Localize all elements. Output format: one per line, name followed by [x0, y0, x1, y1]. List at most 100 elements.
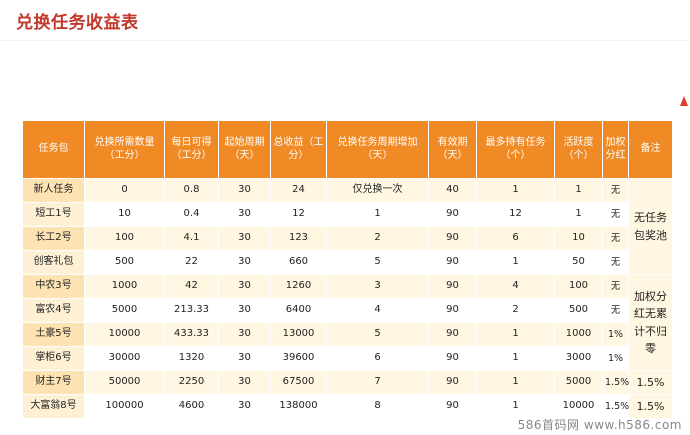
cell-validity: 90: [428, 250, 477, 275]
cell-activity: 1000: [554, 322, 603, 347]
table-row: 土豪5号 10000 433.33 30 13000 5 90 1 1000 1…: [22, 322, 673, 347]
cell-weighted-dividend: 无: [602, 274, 629, 299]
cell-daily-gain: 433.33: [164, 322, 219, 347]
cell-validity: 90: [428, 226, 477, 251]
cell-weighted-dividend: 无: [602, 226, 629, 251]
cell-daily-gain: 1320: [164, 346, 219, 371]
cell-exchange-cost: 10: [84, 202, 165, 227]
cell-task-pack: 新人任务: [22, 178, 85, 203]
cell-total-income: 24: [270, 178, 327, 203]
cell-total-income: 13000: [270, 322, 327, 347]
cell-task-pack: 财主7号: [22, 370, 85, 395]
cell-period-increase: 6: [326, 346, 429, 371]
cell-validity: 90: [428, 298, 477, 323]
cell-period-increase: 5: [326, 322, 429, 347]
notes-row-9: 1.5%: [628, 370, 673, 395]
cell-exchange-cost: 100000: [84, 394, 165, 419]
header-task-pack: 任务包: [22, 120, 85, 179]
cell-weighted-dividend: 1%: [602, 322, 629, 347]
cell-period-increase: 3: [326, 274, 429, 299]
cell-max-hold: 1: [476, 370, 555, 395]
cell-total-income: 1260: [270, 274, 327, 299]
watermark-brand: 586首码网 www.h586.com: [517, 418, 682, 432]
cell-validity: 90: [428, 274, 477, 299]
cell-weighted-dividend: 1.5%: [602, 394, 629, 419]
cell-start-period: 30: [218, 202, 271, 227]
header-exchange-cost: 兑换所需数量（工分）: [84, 120, 165, 179]
cell-weighted-dividend: 无: [602, 178, 629, 203]
header-total-income: 总收益（工分）: [270, 120, 327, 179]
cell-task-pack: 短工1号: [22, 202, 85, 227]
cell-total-income: 660: [270, 250, 327, 275]
cell-weighted-dividend: 1%: [602, 346, 629, 371]
cell-daily-gain: 4600: [164, 394, 219, 419]
cell-weighted-dividend: 无: [602, 202, 629, 227]
cell-total-income: 39600: [270, 346, 327, 371]
cell-start-period: 30: [218, 250, 271, 275]
cell-period-increase: 7: [326, 370, 429, 395]
cell-start-period: 30: [218, 322, 271, 347]
cell-activity: 500: [554, 298, 603, 323]
notes-weighted-dividend: 加权分红无累计不归零: [628, 274, 673, 371]
cell-period-increase: 4: [326, 298, 429, 323]
table-row: 大富翁8号 100000 4600 30 138000 8 90 1 10000…: [22, 394, 673, 419]
cell-activity: 1: [554, 202, 603, 227]
cell-exchange-cost: 5000: [84, 298, 165, 323]
header-notes: 备注: [628, 120, 673, 179]
cell-validity: 90: [428, 394, 477, 419]
notes-row-10: 1.5%: [628, 394, 673, 419]
cell-start-period: 30: [218, 178, 271, 203]
cell-task-pack: 掌柜6号: [22, 346, 85, 371]
cell-daily-gain: 4.1: [164, 226, 219, 251]
cell-activity: 10000: [554, 394, 603, 419]
table-header-row: 任务包 兑换所需数量（工分） 每日可得（工分） 起始周期（天） 总收益（工分） …: [22, 120, 673, 179]
cell-task-pack: 中农3号: [22, 274, 85, 299]
header-daily-gain: 每日可得（工分）: [164, 120, 219, 179]
cell-daily-gain: 0.8: [164, 178, 219, 203]
cell-activity: 50: [554, 250, 603, 275]
revenue-table: 任务包 兑换所需数量（工分） 每日可得（工分） 起始周期（天） 总收益（工分） …: [22, 120, 673, 419]
cell-max-hold: 12: [476, 202, 555, 227]
cell-daily-gain: 213.33: [164, 298, 219, 323]
header-validity: 有效期（天）: [428, 120, 477, 179]
cell-max-hold: 1: [476, 178, 555, 203]
cell-task-pack: 大富翁8号: [22, 394, 85, 419]
header-max-hold: 最多持有任务（个）: [476, 120, 555, 179]
table-row: 中农3号 1000 42 30 1260 3 90 4 100 无 加权分红无累…: [22, 274, 673, 371]
header-start-period: 起始周期（天）: [218, 120, 271, 179]
cell-activity: 1: [554, 178, 603, 203]
cell-task-pack: 创客礼包: [22, 250, 85, 275]
cell-activity: 3000: [554, 346, 603, 371]
table-row: 新人任务 0 0.8 30 24 仅兑换一次 40 1 1 无 无任务包奖池: [22, 178, 673, 275]
cell-daily-gain: 22: [164, 250, 219, 275]
cell-max-hold: 1: [476, 322, 555, 347]
cell-total-income: 123: [270, 226, 327, 251]
cell-validity: 90: [428, 346, 477, 371]
cell-validity: 90: [428, 202, 477, 227]
cell-start-period: 30: [218, 274, 271, 299]
cell-total-income: 12: [270, 202, 327, 227]
cell-start-period: 30: [218, 298, 271, 323]
cell-activity: 10: [554, 226, 603, 251]
notes-no-pool: 无任务包奖池: [628, 178, 673, 275]
table-row: 富农4号 5000 213.33 30 6400 4 90 2 500 无: [22, 298, 673, 323]
cell-exchange-cost: 500: [84, 250, 165, 275]
cell-exchange-cost: 1000: [84, 274, 165, 299]
cell-daily-gain: 0.4: [164, 202, 219, 227]
cell-weighted-dividend: 无: [602, 298, 629, 323]
cell-start-period: 30: [218, 346, 271, 371]
cell-daily-gain: 2250: [164, 370, 219, 395]
cell-exchange-cost: 30000: [84, 346, 165, 371]
cell-max-hold: 6: [476, 226, 555, 251]
cell-activity: 100: [554, 274, 603, 299]
cell-total-income: 138000: [270, 394, 327, 419]
cell-task-pack: 土豪5号: [22, 322, 85, 347]
arrow-up-icon: [680, 96, 688, 106]
page-title: 兑换任务收益表: [16, 13, 139, 33]
cell-total-income: 6400: [270, 298, 327, 323]
cell-validity: 40: [428, 178, 477, 203]
cell-start-period: 30: [218, 226, 271, 251]
table-row: 短工1号 10 0.4 30 12 1 90 12 1 无: [22, 202, 673, 227]
cell-exchange-cost: 100: [84, 226, 165, 251]
cell-daily-gain: 42: [164, 274, 219, 299]
